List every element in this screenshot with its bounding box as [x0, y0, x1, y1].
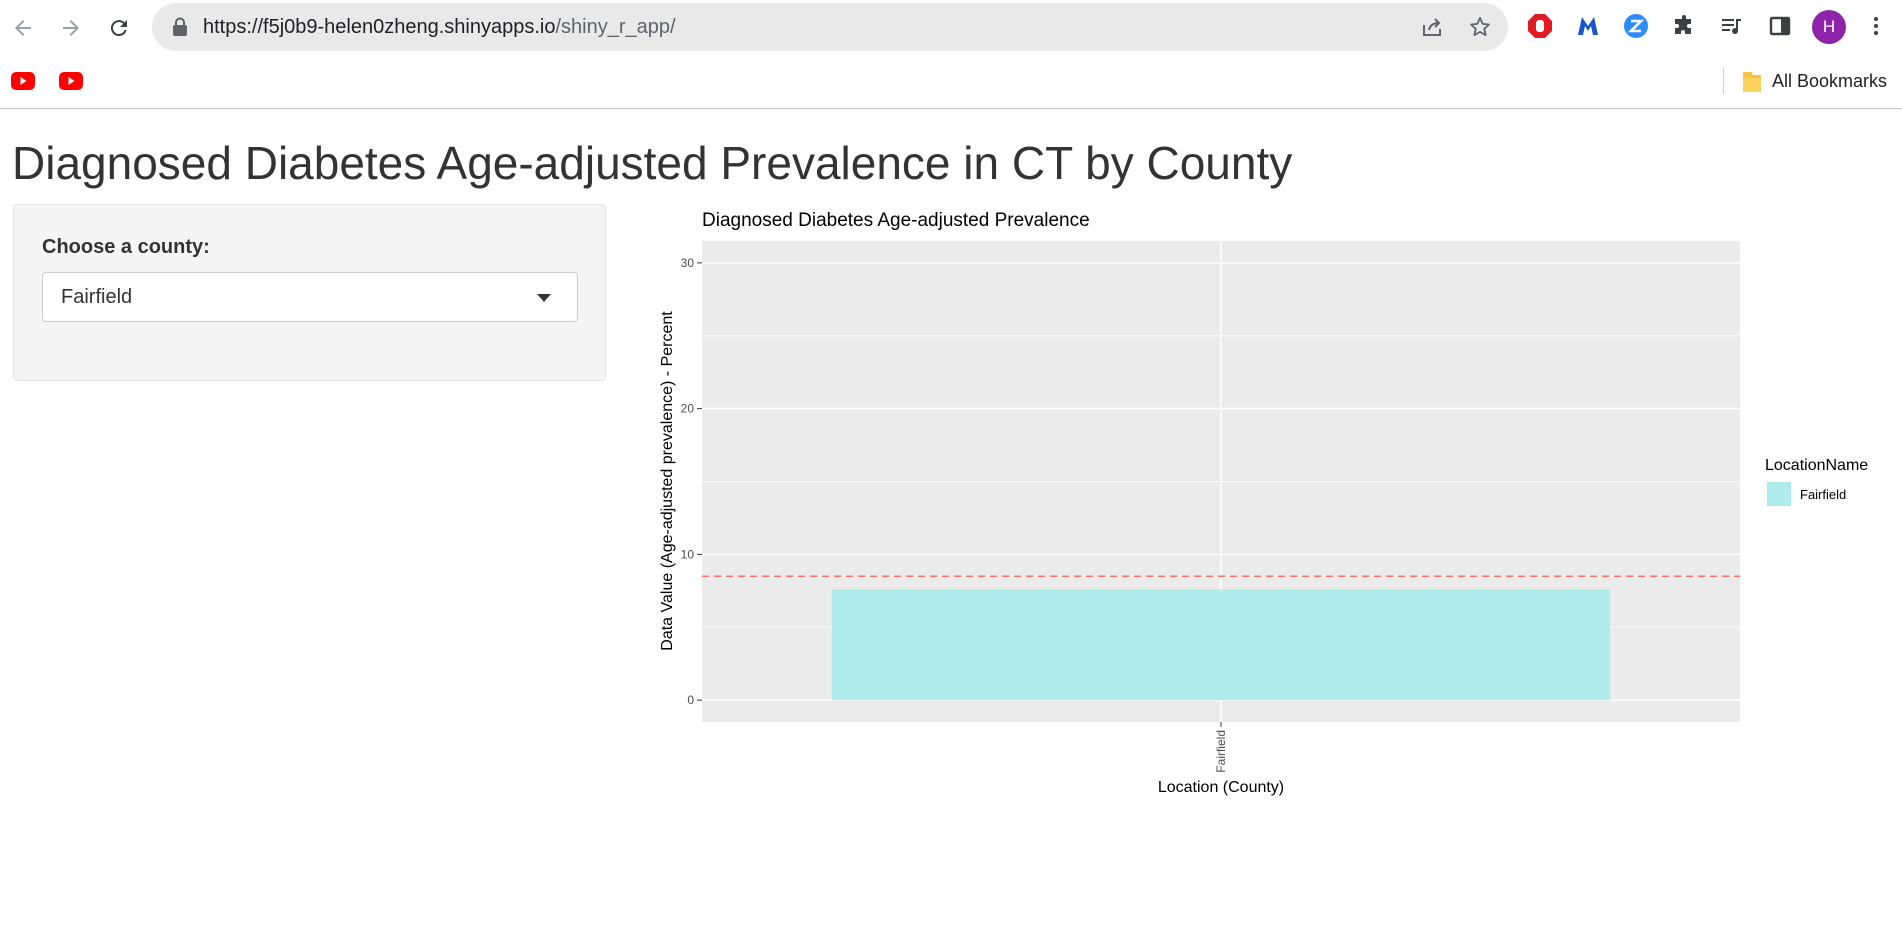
stop-hand-icon — [1528, 14, 1552, 38]
extension-zoom[interactable] — [1622, 12, 1650, 40]
y-axis: 0 10 20 30 — [681, 256, 702, 707]
youtube-icon — [59, 72, 83, 90]
back-button[interactable] — [7, 12, 39, 44]
bookmarks-separator — [1723, 68, 1724, 94]
x-axis-label: Location (County) — [1158, 779, 1284, 796]
star-icon — [1470, 17, 1490, 36]
address-bar[interactable]: https://f5j0b9-helen0zheng.shinyapps.io/… — [152, 3, 1508, 51]
y-tick-label: 10 — [681, 547, 695, 561]
extension-adblock[interactable] — [1526, 12, 1554, 40]
x-axis: Fairfield — [1214, 722, 1228, 773]
lock-icon[interactable] — [172, 17, 188, 37]
legend: Fairfield — [1767, 482, 1846, 506]
profile-avatar[interactable]: H — [1812, 10, 1846, 44]
url-text[interactable]: https://f5j0b9-helen0zheng.shinyapps.io/… — [203, 16, 676, 39]
sidebar-panel: Choose a county: Fairfield — [13, 204, 606, 381]
zoom-icon — [1624, 14, 1648, 38]
folder-icon — [1743, 72, 1761, 92]
chart-title: Diagnosed Diabetes Age-adjusted Prevalen… — [702, 210, 1090, 231]
youtube-icon — [11, 72, 35, 90]
page-title: Diagnosed Diabetes Age-adjusted Prevalen… — [12, 137, 1293, 189]
side-panel-icon — [1769, 16, 1791, 36]
county-select-label: Choose a county: — [42, 236, 210, 258]
share-button[interactable] — [1420, 15, 1444, 39]
arrow-left-icon — [15, 20, 31, 36]
bookmarks-bar: All Bookmarks — [0, 56, 1902, 109]
puzzle-icon — [1675, 15, 1691, 34]
y-axis-label: Data Value (Age-adjusted prevalence) - P… — [659, 311, 676, 651]
reload-button[interactable] — [103, 12, 135, 44]
bookmark-youtube-1[interactable] — [11, 72, 35, 95]
y-tick-label: 30 — [681, 256, 695, 270]
all-bookmarks-label: All Bookmarks — [1772, 70, 1888, 91]
prevalence-bar-chart: Diagnosed Diabetes Age-adjusted Prevalen… — [659, 210, 1868, 796]
reload-icon — [110, 20, 127, 37]
bars — [831, 589, 1611, 701]
forward-button[interactable] — [55, 12, 87, 44]
malwarebytes-icon — [1578, 17, 1598, 35]
caret-down-icon[interactable] — [537, 294, 551, 302]
bookmark-star-button[interactable] — [1468, 15, 1492, 39]
county-select-value: Fairfield — [61, 286, 133, 308]
legend-label: Fairfield — [1800, 487, 1846, 502]
browser-toolbar: https://f5j0b9-helen0zheng.shinyapps.io/… — [0, 0, 1902, 56]
bookmark-youtube-2[interactable] — [59, 72, 83, 95]
legend-swatch — [1767, 482, 1791, 506]
more-vert-icon — [1874, 17, 1878, 35]
menu-button[interactable] — [1862, 12, 1890, 40]
share-icon — [1423, 18, 1441, 36]
arrow-right-icon — [63, 20, 79, 36]
url-path: /shiny_r_app/ — [555, 16, 676, 38]
y-tick-label: 0 — [687, 693, 694, 707]
extensions-button[interactable] — [1670, 12, 1698, 40]
county-select[interactable]: Fairfield — [42, 272, 578, 322]
url-host: https://f5j0b9-helen0zheng.shinyapps.io — [203, 16, 556, 38]
playlist-icon — [1722, 19, 1741, 35]
media-controls-button[interactable] — [1718, 12, 1746, 40]
x-tick-label: Fairfield — [1214, 730, 1228, 773]
y-tick-label: 20 — [681, 402, 695, 416]
side-panel-button[interactable] — [1766, 12, 1794, 40]
bar — [831, 589, 1611, 701]
extension-malwarebytes[interactable] — [1574, 12, 1602, 40]
all-bookmarks-button[interactable]: All Bookmarks — [1742, 68, 1887, 94]
legend-title: LocationName — [1765, 457, 1868, 474]
